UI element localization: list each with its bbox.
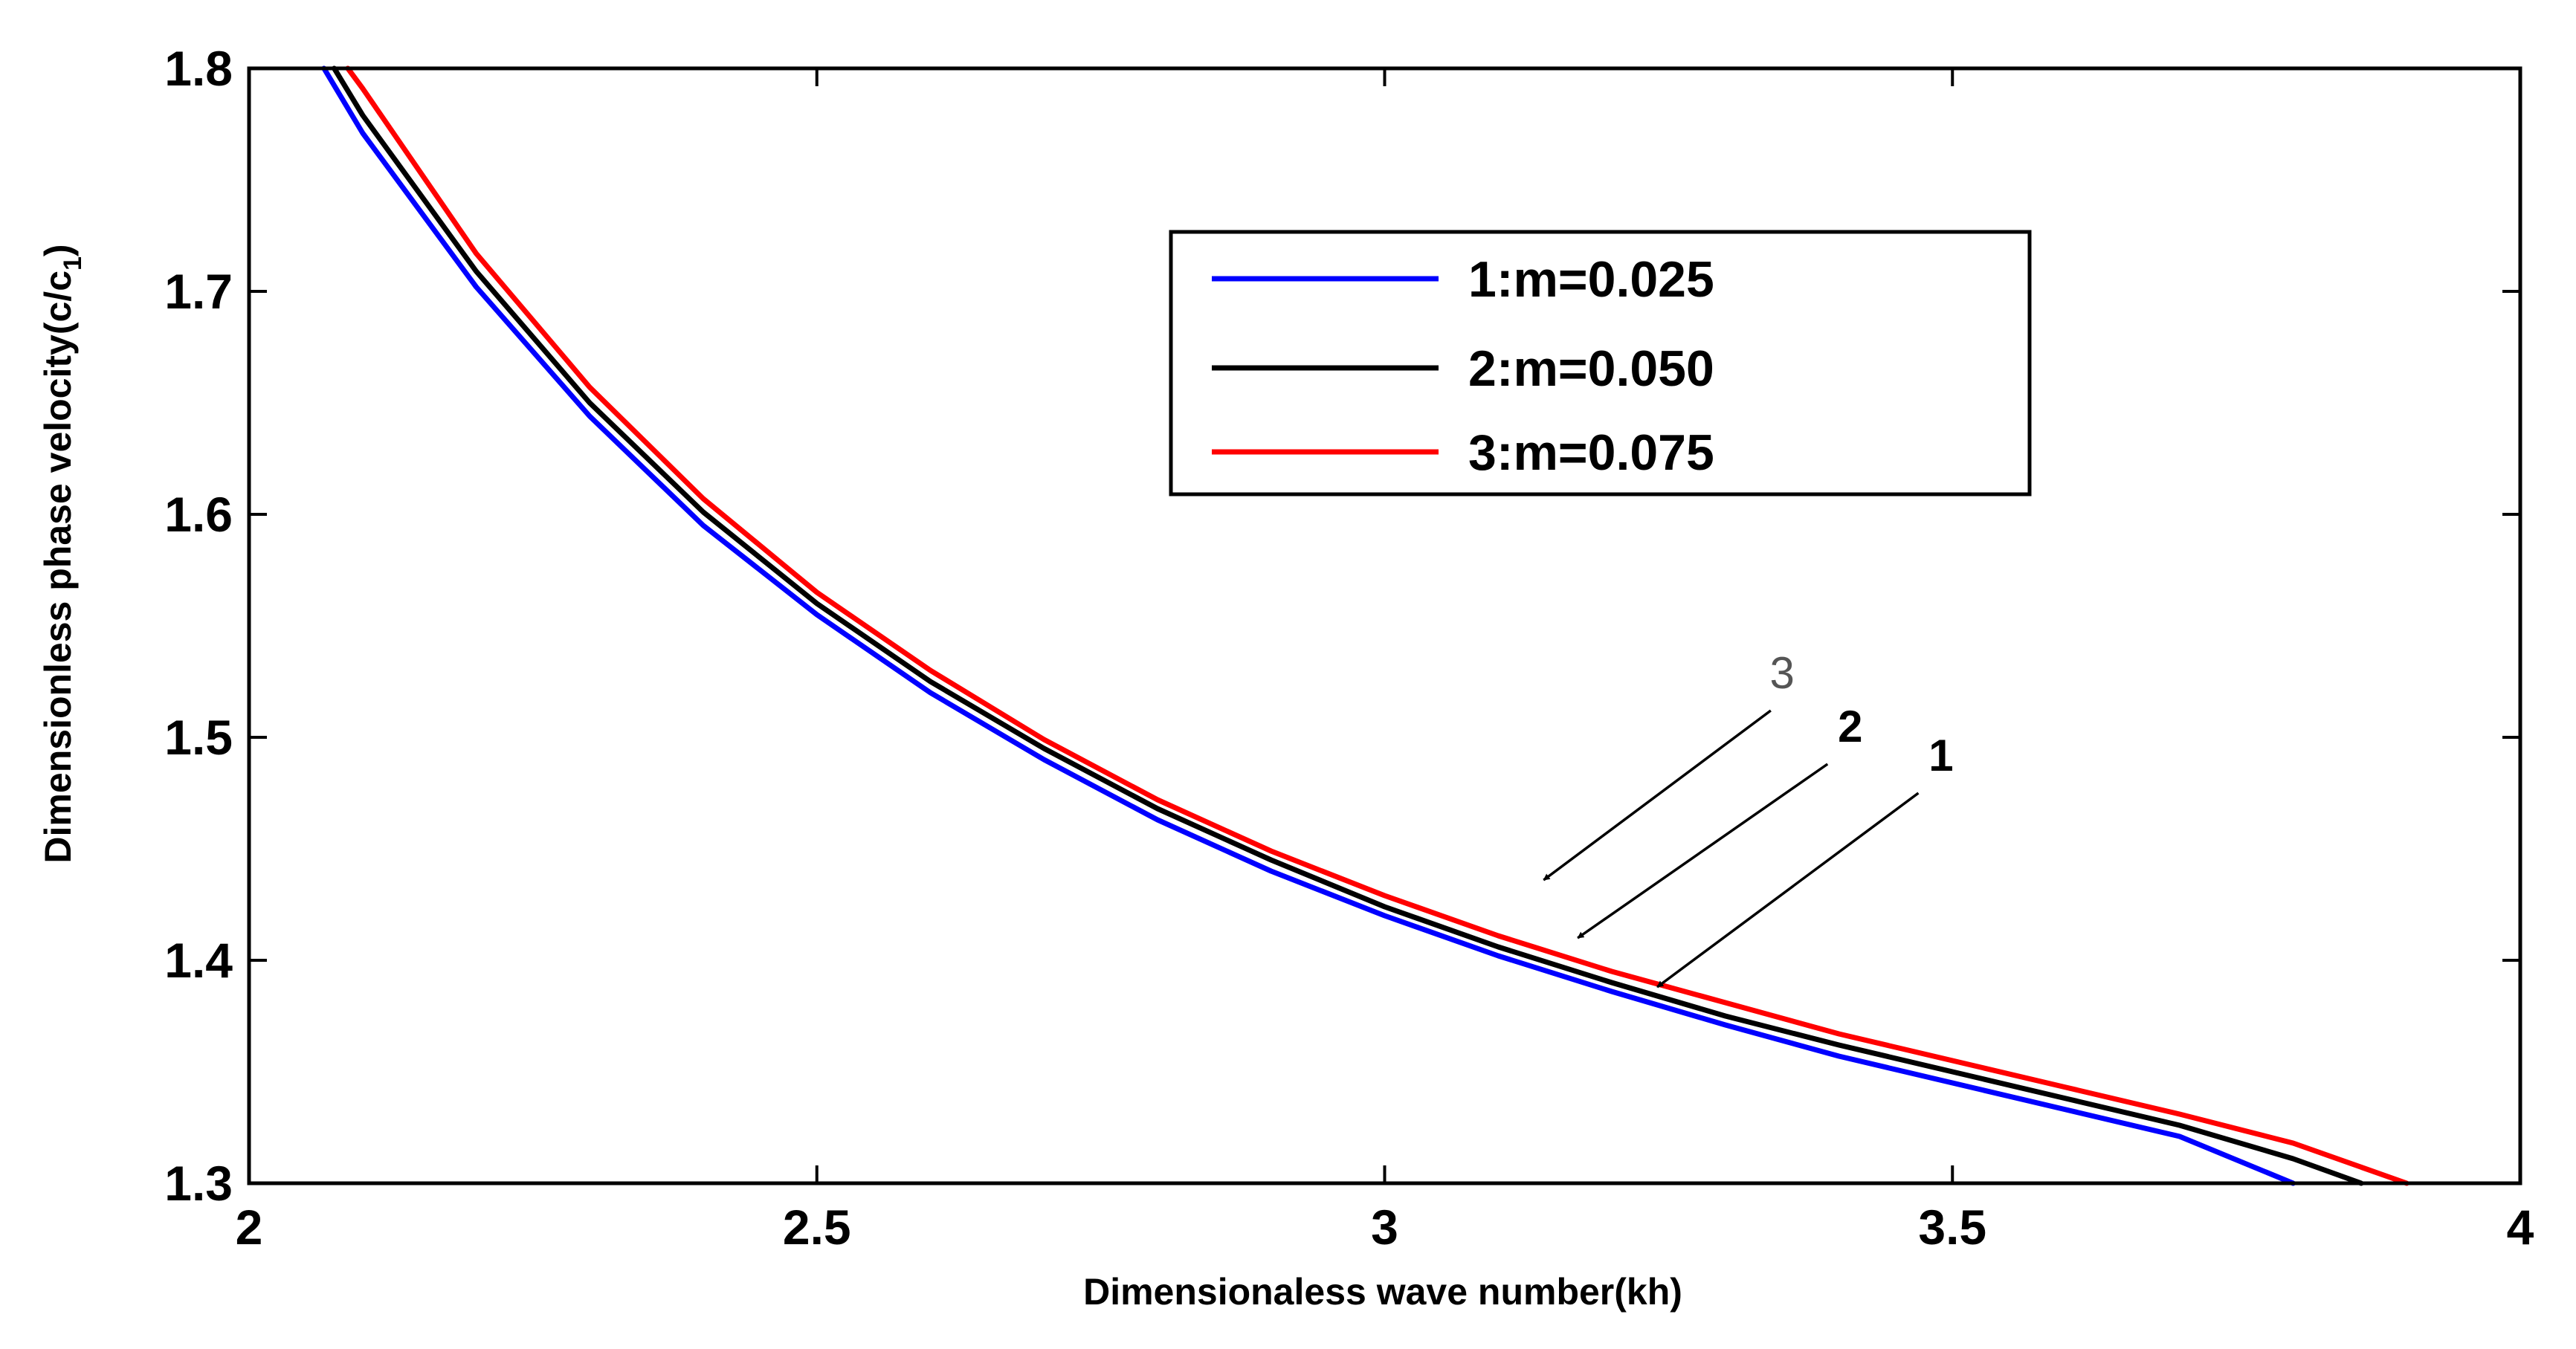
y-tick-label: 1.7 <box>164 264 233 319</box>
y-tick-label: 1.3 <box>164 1156 233 1211</box>
y-axis-title: Dimensionless phase velocity(c/c1) <box>37 244 87 863</box>
y-tick-label: 1.6 <box>164 487 233 542</box>
y-tick-label: 1.8 <box>164 41 233 96</box>
y-tick-label: 1.5 <box>164 710 233 765</box>
annotation-label-2: 2 <box>1838 702 1862 751</box>
axes-layer: 2 2.5 3 3.5 4 1.3 1.4 1.5 1.6 1.7 1.8 <box>164 41 2534 1255</box>
x-tick-label: 4 <box>2507 1200 2534 1255</box>
legend-label-1: 1:m=0.025 <box>1468 251 1714 308</box>
series-line-3 <box>345 65 2409 1186</box>
annotation-arrow-2 <box>1577 763 1829 939</box>
y-axis-title-main: Dimensionless phase velocity(c/c <box>37 271 79 864</box>
x-tick-label: 2 <box>236 1200 263 1255</box>
annotation-layer: 32 1 <box>1543 648 1954 989</box>
x-tick-label: 3.5 <box>1918 1200 1986 1255</box>
legend: 1:m=0.025 2:m=0.050 3:m=0.075 <box>1169 230 2032 496</box>
x-tick-label: 2.5 <box>783 1200 851 1255</box>
annotation-arrow-1 <box>1656 792 1920 989</box>
y-axis-title-subscript: 1 <box>59 256 87 271</box>
series-layer <box>321 65 2409 1186</box>
y-tick-label: 1.4 <box>164 933 233 988</box>
series-line-2 <box>332 65 2364 1186</box>
annotation-label-3: 3 <box>1769 648 1794 698</box>
legend-label-3: 3:m=0.075 <box>1468 424 1714 481</box>
legend-label-2: 2:m=0.050 <box>1468 340 1714 397</box>
series-line-1 <box>321 65 2296 1186</box>
x-tick-label: 3 <box>1371 1200 1398 1255</box>
annotation-label-1: 1 <box>1928 731 1953 780</box>
x-axis-title: Dimensionaless wave number(kh) <box>1083 1271 1682 1313</box>
annotation-arrow-3 <box>1543 709 1772 881</box>
y-axis-title-close: ) <box>37 244 79 256</box>
